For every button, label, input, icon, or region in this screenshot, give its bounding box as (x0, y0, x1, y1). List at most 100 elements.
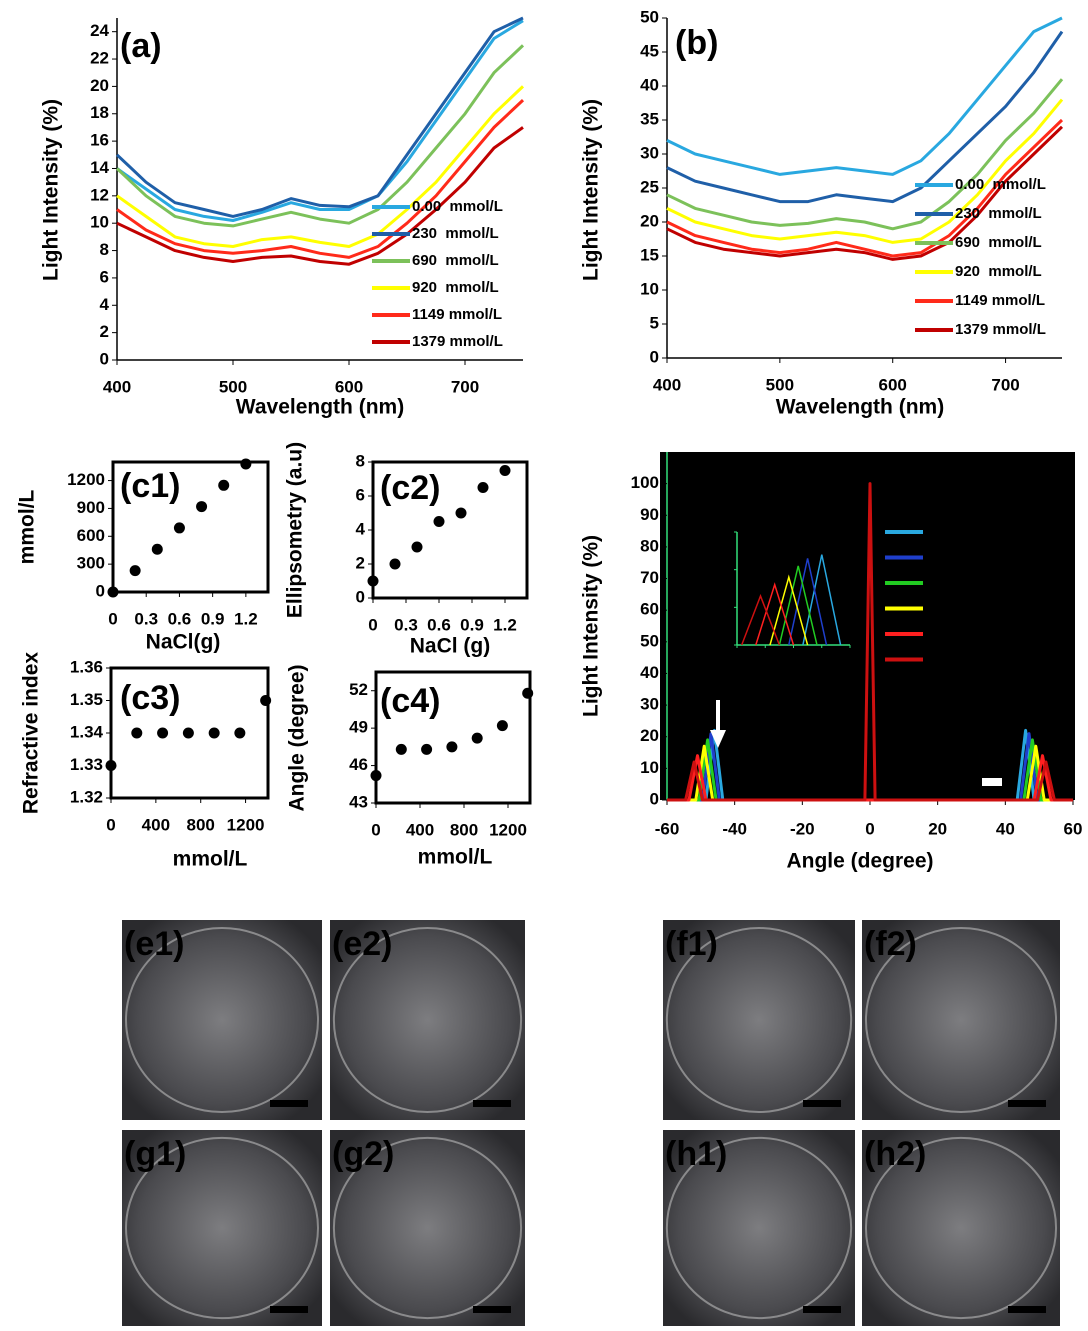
inset-x-tick-label: -49 (785, 657, 803, 671)
x-tick-label: 20 (928, 819, 947, 838)
y-tick-label: 600 (77, 526, 105, 545)
inset-x-tick-label: -55 (728, 657, 746, 671)
y-tick-label: 70 (640, 568, 659, 587)
legend-label: 1149 mmol/L (925, 625, 1015, 642)
y-axis-label: Refractive index (20, 652, 43, 815)
series-line (666, 98, 1064, 244)
inset-series-line (788, 558, 828, 646)
y-tick-label: 10 (90, 213, 109, 232)
panel-label: (b) (675, 24, 718, 62)
photo-dish (864, 927, 1058, 1113)
x-axis-label: Wavelength (nm) (776, 396, 944, 419)
y-tick-label: 4 (356, 519, 366, 538)
x-tick-label: 0 (371, 820, 380, 839)
point (471, 732, 483, 744)
inset-x-tick-label: -43 (841, 657, 859, 671)
scale-bar (473, 1100, 511, 1107)
y-axis-label: Angle (degree) (286, 664, 309, 811)
y-tick-label: 20 (90, 76, 109, 95)
legend-label: 1379 mmol/L (955, 321, 1046, 338)
arrow (710, 700, 1002, 786)
series-line (116, 85, 525, 248)
point (218, 479, 230, 491)
y-tick-label: 0 (650, 347, 659, 366)
x-tick-label: 0.6 (427, 615, 451, 634)
x-axis-label: Angle (degree) (786, 850, 933, 873)
series-line (116, 19, 524, 222)
point (455, 507, 467, 519)
series-line (666, 78, 1064, 231)
series-line (666, 125, 1064, 261)
scale-bar (270, 1306, 308, 1313)
point (421, 743, 433, 755)
point (240, 458, 252, 470)
x-tick-label: 0 (106, 815, 115, 834)
y-tick-label: 24 (90, 21, 109, 40)
y-tick-label: 6 (100, 267, 109, 286)
point (370, 770, 382, 782)
photo-label: (g1) (124, 1135, 186, 1173)
y-tick-label: 0 (96, 581, 105, 600)
legend-label: 230 mmol/L (412, 225, 499, 242)
point (107, 586, 119, 598)
point (129, 565, 141, 577)
x-axis-label: Wavelength (nm) (236, 396, 404, 419)
y-axis-label: Light Intensity (%) (40, 99, 63, 281)
point (234, 727, 246, 739)
y-tick-label: 1200 (67, 470, 105, 489)
y-tick-label: 60 (640, 600, 659, 619)
scale-bar (1008, 1306, 1046, 1313)
photo-dish (125, 927, 319, 1113)
scale-bar (270, 1100, 308, 1107)
y-tick-label: 1.33 (70, 755, 103, 774)
y-tick-label: 10 (640, 279, 659, 298)
x-tick-label: 0.3 (394, 615, 418, 634)
legend-label: 920 mmol/L (925, 599, 1012, 616)
x-axis-label: mmol/L (418, 846, 493, 869)
y-tick-label: 10 (640, 758, 659, 777)
y-tick-label: 25 (640, 177, 659, 196)
y-tick-label: 50 (640, 631, 659, 650)
point (260, 695, 272, 706)
point (389, 558, 401, 570)
photo-label: (e1) (124, 925, 184, 963)
y-tick-label: 5 (650, 313, 659, 332)
photo-dish (665, 927, 853, 1113)
y-axis-label: Ellipsometry (a.u) (284, 442, 307, 618)
x-tick-label: 400 (406, 820, 434, 839)
inset-series-line (755, 582, 795, 646)
photo-label: (f1) (665, 925, 718, 963)
x-tick-label: 700 (991, 375, 1019, 394)
y-tick-label: 8 (100, 240, 109, 259)
legend-label: 0.00 mmol/L (955, 176, 1046, 193)
photo-dish (332, 927, 523, 1113)
x-tick-label: 800 (450, 820, 478, 839)
photo-label: (h1) (665, 1135, 727, 1173)
x-tick-label: 0 (865, 819, 874, 838)
scale-bar (803, 1100, 841, 1107)
x-tick-label: 1.2 (234, 609, 258, 628)
series-line (115, 44, 525, 228)
y-tick-label: 1.34 (70, 722, 104, 741)
photo-label: (f2) (864, 925, 917, 963)
series-line (115, 16, 524, 218)
series-line (666, 118, 1064, 258)
x-axis-label: NaCl(g) (146, 631, 221, 654)
point (477, 482, 489, 493)
panel-label: (d) (675, 466, 718, 504)
y-tick-label: 12 (90, 185, 109, 204)
point (522, 687, 534, 699)
y-tick-label: 40 (640, 663, 659, 682)
x-tick-label: 0 (368, 615, 377, 634)
x-tick-label: 600 (335, 377, 363, 396)
series-line (116, 126, 524, 266)
y-tick-label: 1.32 (70, 787, 103, 806)
point (411, 541, 423, 553)
x-tick-label: 0.9 (201, 609, 225, 628)
x-tick-label: -40 (722, 819, 747, 838)
y-tick-label: 20 (640, 211, 659, 230)
x-tick-label: -20 (790, 819, 815, 838)
point (157, 727, 169, 739)
series-line (116, 99, 525, 259)
